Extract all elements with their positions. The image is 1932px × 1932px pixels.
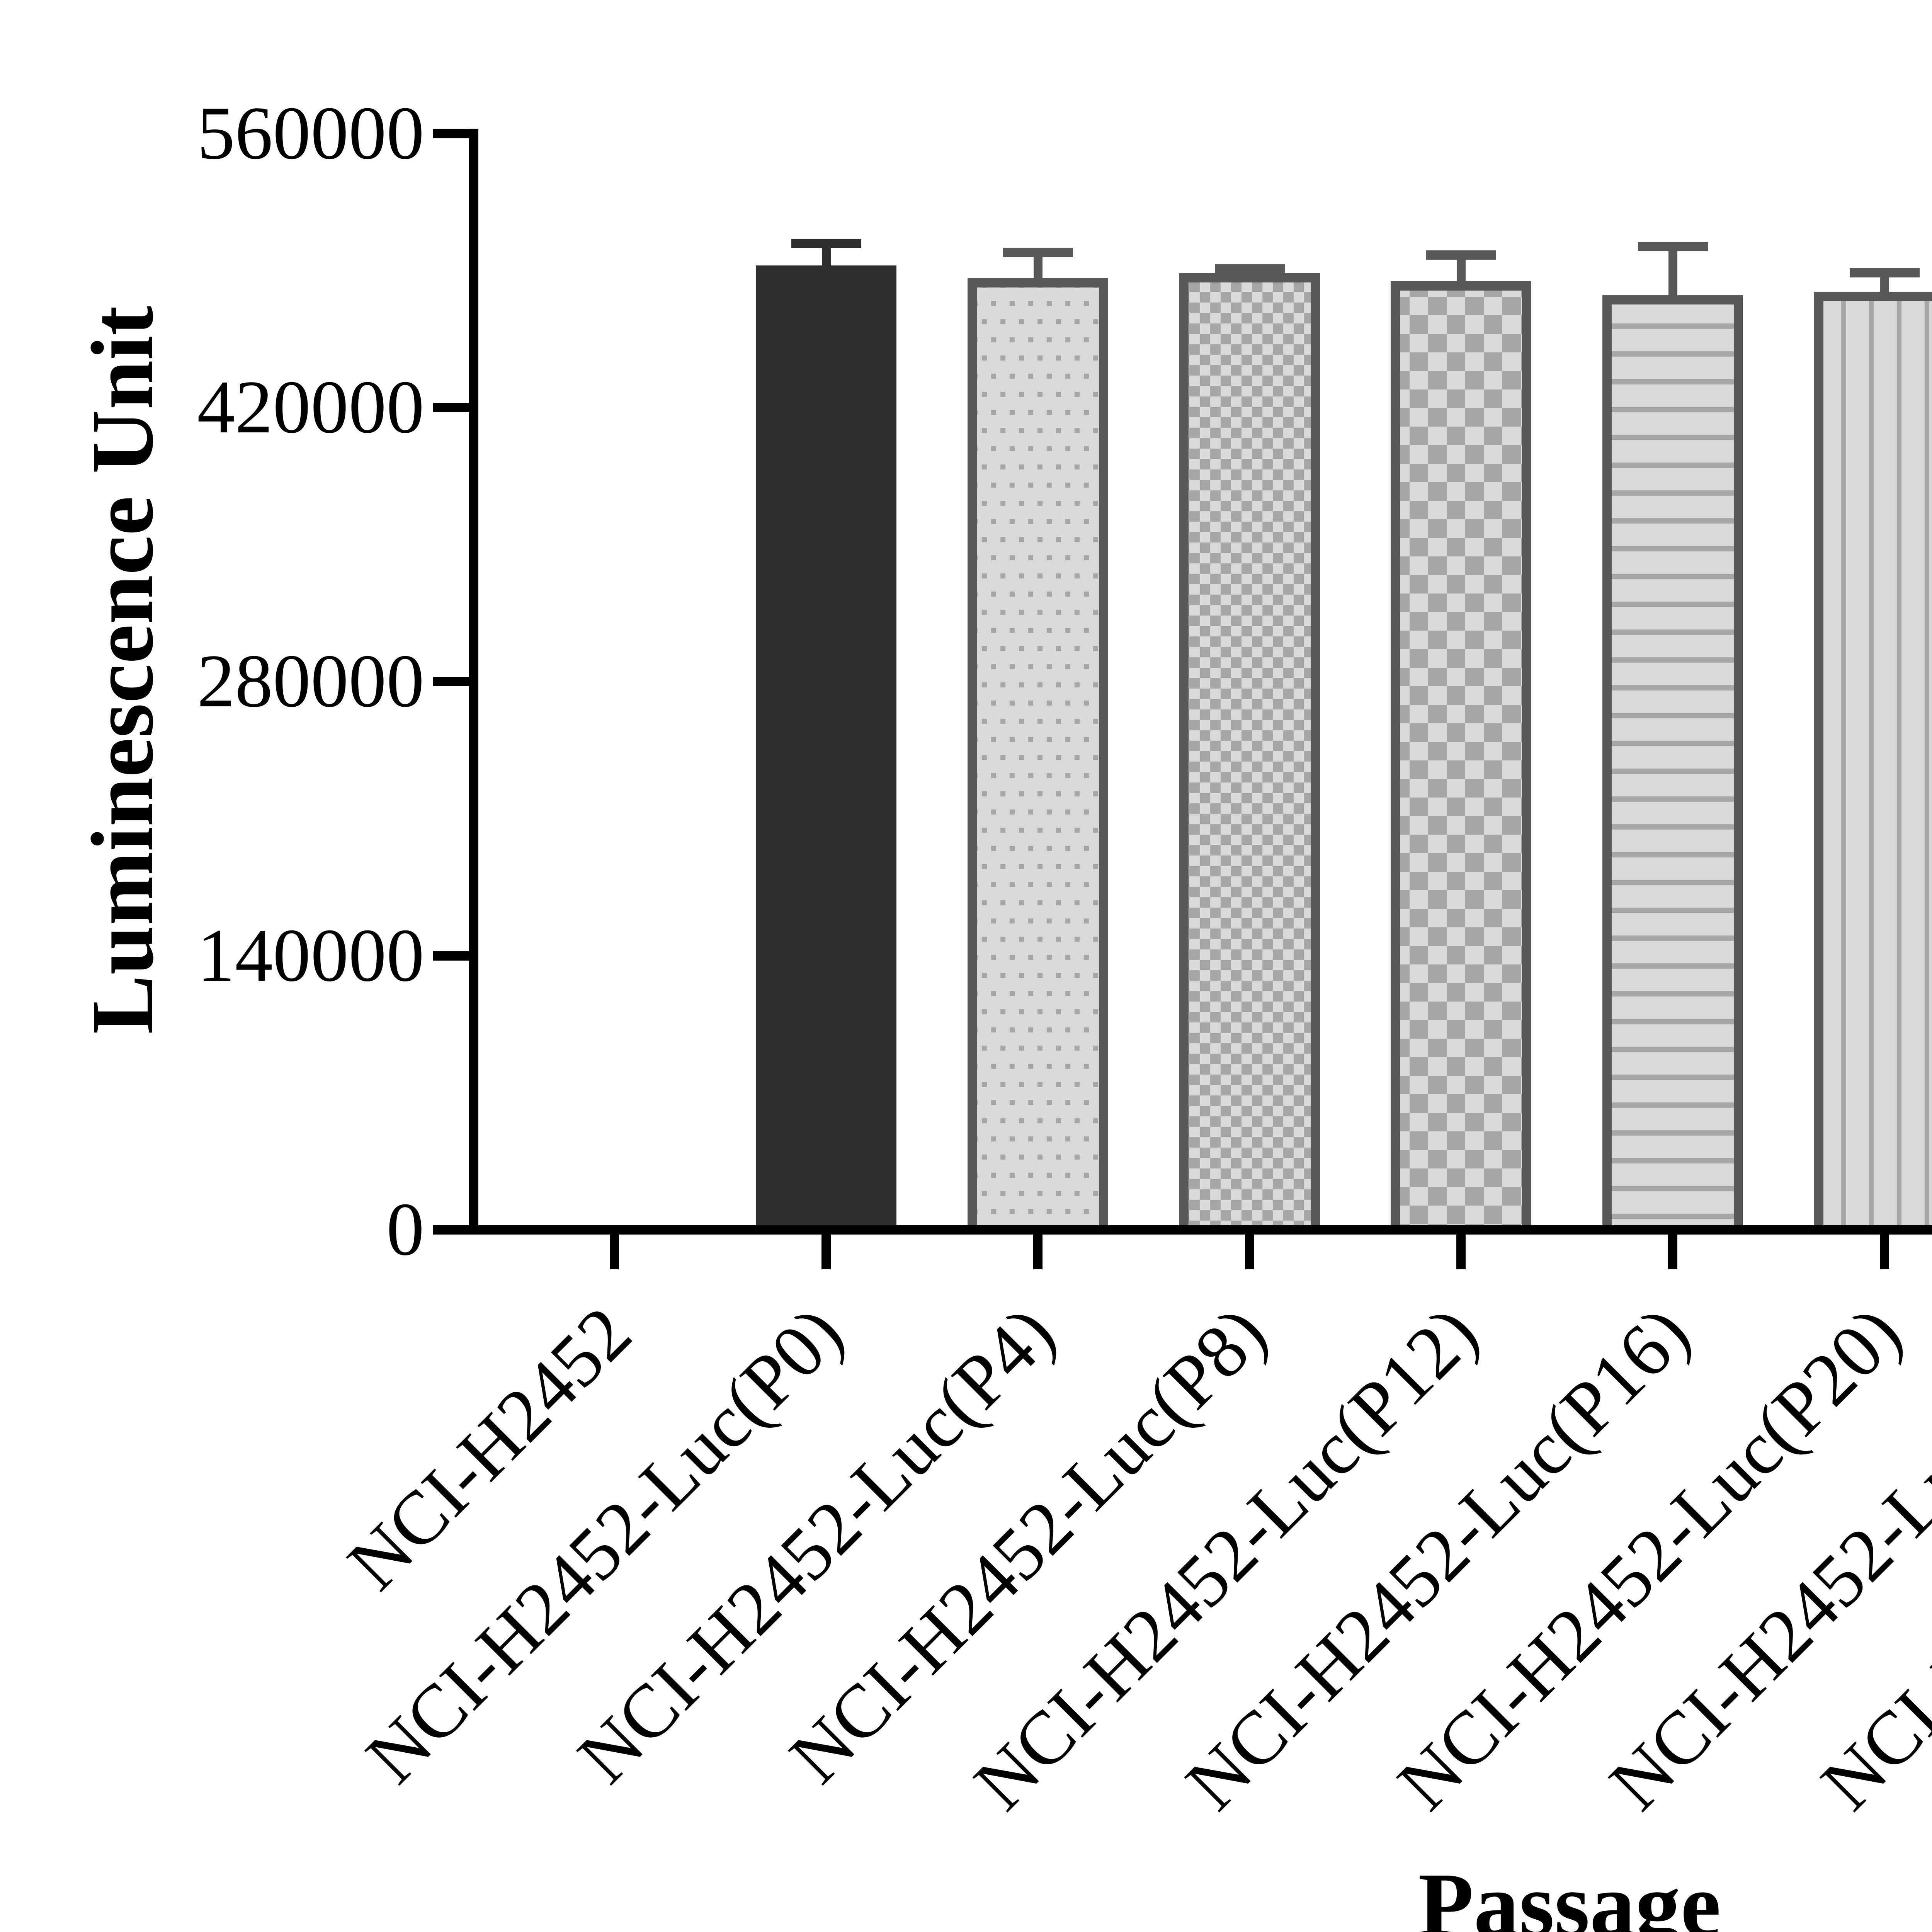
svg-text:Luminescence Unit: Luminescence Unit bbox=[73, 306, 172, 1034]
svg-text:280000: 280000 bbox=[197, 639, 424, 723]
svg-text:140000: 140000 bbox=[197, 913, 424, 997]
svg-text:420000: 420000 bbox=[197, 365, 424, 449]
svg-text:560000: 560000 bbox=[197, 91, 424, 175]
svg-text:0: 0 bbox=[386, 1187, 424, 1271]
svg-text:Passage: Passage bbox=[1418, 1854, 1721, 1932]
